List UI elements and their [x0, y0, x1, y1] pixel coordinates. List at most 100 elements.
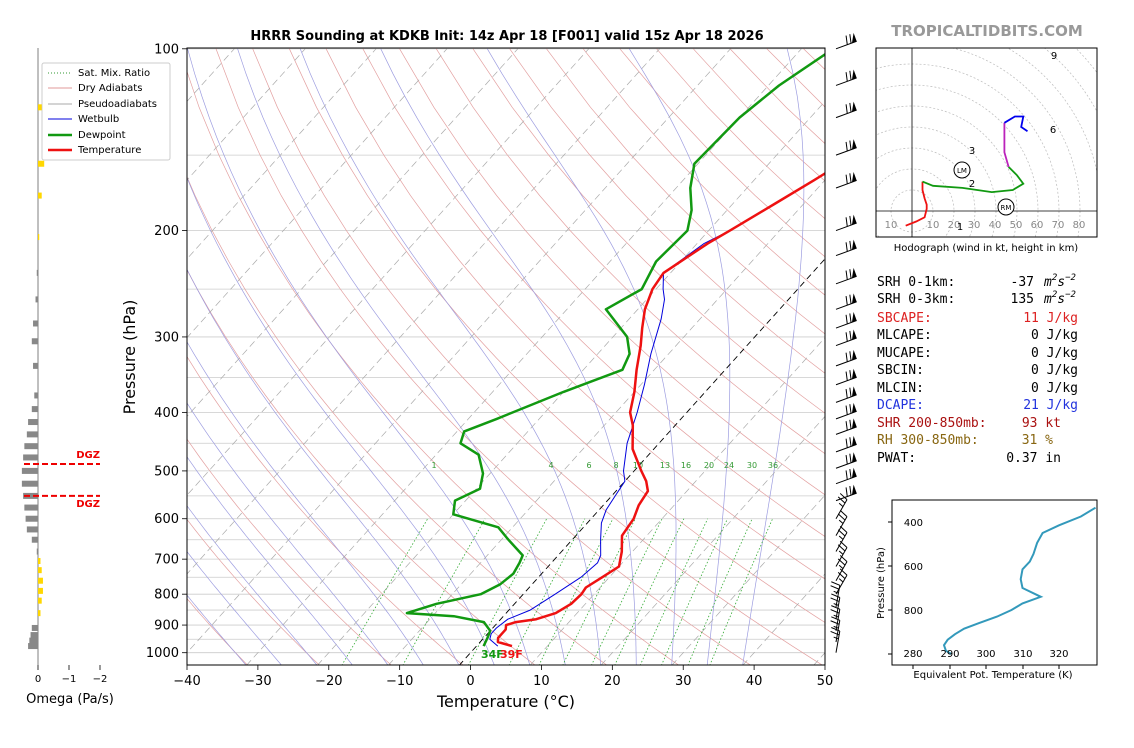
- svg-text:-37: -37: [1011, 275, 1034, 290]
- omega-bar: [38, 234, 40, 241]
- srh-0-1km-row: SRH 0-1km: -37 m2s−2: [877, 273, 1076, 290]
- omega-bar: [31, 406, 38, 413]
- omega-axis-label: Omega (Pa/s): [26, 692, 114, 707]
- rh-label: RH 300-850mb:: [877, 433, 979, 448]
- isotherm: [317, 100, 825, 665]
- wind-barb: [835, 525, 848, 552]
- svg-text:320: 320: [1049, 649, 1068, 660]
- mixr-label: 13: [660, 461, 670, 470]
- omega-bar: [29, 637, 38, 644]
- pseudoadiabat: [486, 48, 677, 665]
- wind-barb: [835, 171, 857, 189]
- wind-barb: [835, 435, 857, 453]
- svg-text:800: 800: [904, 606, 923, 617]
- omega-tick: 0: [35, 674, 41, 685]
- sounding-lines: [405, 52, 825, 648]
- pseudoadiabat: [187, 551, 282, 665]
- hodograph-speed-labels: 10 10 20 30 40 50 60 70 80: [885, 220, 1086, 231]
- dry-adiabat: [472, 48, 825, 414]
- pseudoadiabat: [299, 48, 602, 665]
- sbcape-label: SBCAPE:: [877, 311, 932, 326]
- wind-barb: [835, 509, 848, 536]
- dry-adiabat: [766, 48, 825, 108]
- svg-text:280: 280: [903, 649, 922, 660]
- right-mover-marker: RM: [997, 198, 1015, 216]
- x-tick-label: −20: [315, 674, 342, 689]
- pseudoadiabat: [187, 505, 318, 665]
- svg-text:600: 600: [904, 562, 923, 573]
- hodo-segment: [922, 166, 1025, 194]
- wind-barb: [835, 484, 857, 502]
- dry-adiabat: [436, 48, 825, 455]
- dry-adiabat: [215, 48, 751, 665]
- isotherm: [671, 494, 825, 665]
- hodo-segment: [1003, 115, 1028, 132]
- pseudoadiabat: [380, 48, 637, 665]
- wind-barb: [835, 493, 848, 519]
- dgz-label: DGZ: [76, 499, 100, 510]
- omega-bars: [21, 104, 45, 650]
- mixing-ratio-line: [402, 518, 486, 665]
- hodo-label: 30: [968, 220, 981, 231]
- hodo-label: 10: [927, 220, 940, 231]
- hodograph-trace: [905, 115, 1028, 227]
- theta-e-y-label: Pressure (hPa): [876, 547, 887, 619]
- omega-bar: [38, 567, 42, 574]
- wind-barb: [835, 139, 857, 156]
- omega-bar: [23, 454, 38, 461]
- wind-barb: [835, 540, 848, 567]
- srh-0-3km-row: SRH 0-3km: 135 m2s−2: [877, 290, 1076, 307]
- shear-label: SHR 200-850mb:: [877, 416, 987, 431]
- wind-barb: [835, 267, 857, 285]
- temperature-line: [496, 171, 825, 648]
- x-tick-label: 50: [817, 674, 834, 689]
- omega-bar: [28, 643, 38, 650]
- svg-text:135: 135: [1011, 292, 1034, 307]
- omega-bar: [23, 492, 38, 499]
- theta-e-frame: [891, 499, 1098, 666]
- isotherm: [187, 48, 660, 575]
- wind-barb: [830, 581, 841, 608]
- left-mover-marker: LM: [953, 161, 971, 179]
- sbcin-label: SBCIN:: [877, 363, 924, 378]
- mixing-ratio-line: [661, 518, 728, 665]
- dry-adiabat: [914, 49, 1134, 666]
- wind-barb: [835, 32, 857, 50]
- isotherm: [187, 48, 731, 654]
- dry-adiabat: [289, 48, 825, 623]
- hodograph-frame: [875, 47, 1098, 238]
- y-axis-label: Pressure (hPa): [120, 300, 139, 415]
- hodograph-panel: 10 10 20 30 40 50 60 70 80 1 2 3 6 9 LM …: [875, 47, 1098, 254]
- indices-table: SRH 0-1km: -37 m2s−2 SRH 0-3km: 135 m2s−…: [877, 273, 1078, 466]
- chart-title: HRRR Sounding at KDKB Init: 14z Apr 18 […: [250, 29, 763, 44]
- x-axis-ticks: −40 −30 −20 −10 0 10 20 30 40 50: [173, 665, 833, 689]
- y-axis-ticks: 100 200 300 400 500 600 700 800 900 1000: [146, 42, 187, 661]
- svg-text:m2s−2: m2s−2: [1043, 290, 1076, 307]
- skewt-panel: 1 4 6 8 10 13 16 20 24 30 36 −40 −30 −20 −1…: [41, 32, 1134, 711]
- wind-barb: [835, 555, 848, 581]
- legend-label: Wetbulb: [78, 114, 119, 125]
- mixing-ratio-line: [614, 518, 685, 665]
- omega-bar: [21, 467, 38, 474]
- dry-adiabat: [546, 48, 825, 335]
- dgz-label: DGZ: [76, 450, 100, 461]
- theta-e-x-ticks: 280 290 300 310 320: [903, 649, 1069, 669]
- wind-barb: [835, 368, 857, 386]
- omega-bar: [36, 269, 38, 276]
- pseudoadiabat: [187, 594, 247, 665]
- rm-label: RM: [1001, 204, 1012, 212]
- omega-bar: [28, 419, 38, 426]
- height-label: 3: [969, 146, 975, 157]
- wind-barb: [835, 293, 857, 310]
- wind-barb: [835, 386, 857, 403]
- theta-e-panel: 280 290 300 310 320 400 600 800 Pressure…: [876, 499, 1098, 681]
- omega-bar: [38, 610, 41, 617]
- omega-bar: [31, 536, 38, 543]
- dry-adiabat: [325, 48, 825, 580]
- mixr-label: 6: [586, 461, 591, 470]
- wind-barb: [830, 627, 841, 653]
- omega-bar: [38, 587, 43, 594]
- surface-dewpoint-label: 34F: [481, 648, 504, 661]
- height-label: 2: [969, 179, 975, 190]
- omega-panel: DGZ DGZ 0 −1 −2 Omega (Pa/s): [21, 48, 114, 707]
